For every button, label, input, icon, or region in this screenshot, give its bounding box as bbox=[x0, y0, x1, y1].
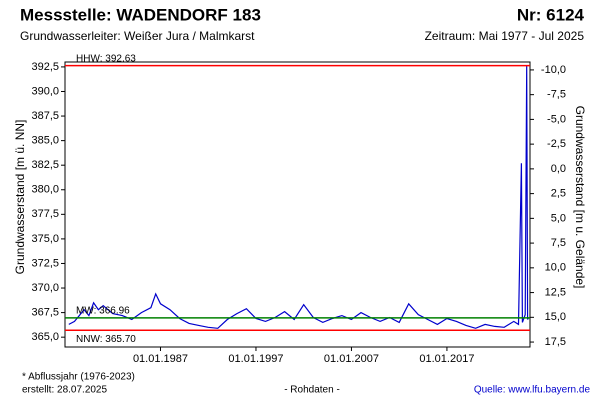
y-tick-label: 372,5 bbox=[31, 257, 59, 269]
y-tick-label: 390,0 bbox=[31, 85, 59, 97]
y2-axis-label: Grundwasserstand [m u. Gelände] bbox=[573, 106, 587, 289]
y2-tick-label: 0,0 bbox=[551, 163, 566, 175]
x-tick-label: 01.01.1987 bbox=[133, 353, 188, 365]
y-axis-label: Grundwasserstand [m ü. NN] bbox=[13, 120, 27, 275]
y-tick-label: 387,5 bbox=[31, 110, 59, 122]
station-number: Nr: 6124 bbox=[517, 5, 585, 24]
y2-tick-label: -2,5 bbox=[547, 138, 566, 150]
y2-tick-label: -10,0 bbox=[541, 64, 566, 76]
y2-tick-label: 2,5 bbox=[551, 188, 566, 200]
y-tick-label: 367,5 bbox=[31, 307, 59, 319]
raw-data-note: - Rohdaten - bbox=[284, 385, 340, 396]
x-tick-label: 01.01.2017 bbox=[419, 353, 474, 365]
x-tick-label: 01.01.2007 bbox=[324, 353, 379, 365]
source: Quelle: www.lfu.bayern.de bbox=[474, 385, 591, 396]
reference-label: NNW: 365.70 bbox=[76, 334, 136, 345]
y2-tick-label: 5,0 bbox=[551, 212, 566, 224]
footnote: * Abflussjahr (1976-2023) bbox=[22, 372, 135, 383]
plot-area bbox=[64, 61, 531, 348]
reference-label: MW: 366.96 bbox=[76, 306, 130, 317]
y-tick-label: 382,5 bbox=[31, 159, 59, 171]
period: Zeitraum: Mai 1977 - Jul 2025 bbox=[425, 29, 585, 43]
chart-title: Messstelle: WADENDORF 183 bbox=[20, 5, 261, 24]
y-tick-label: 380,0 bbox=[31, 184, 59, 196]
y-tick-label: 377,5 bbox=[31, 208, 59, 220]
y-tick-label: 370,0 bbox=[31, 282, 59, 294]
y-tick-label: 365,0 bbox=[31, 331, 59, 343]
y-tick-label: 385,0 bbox=[31, 135, 59, 147]
x-tick-label: 01.01.1997 bbox=[228, 353, 283, 365]
subtitle: Grundwasserleiter: Weißer Jura / Malmkar… bbox=[20, 29, 255, 43]
reference-label: HHW: 392.63 bbox=[76, 53, 136, 64]
y2-tick-label: 15,0 bbox=[545, 311, 566, 323]
y2-tick-label: 17,5 bbox=[545, 336, 566, 348]
y-tick-label: 392,5 bbox=[31, 61, 59, 73]
y2-tick-label: 12,5 bbox=[545, 286, 566, 298]
y-tick-label: 375,0 bbox=[31, 233, 59, 245]
created-date: erstellt: 28.07.2025 bbox=[22, 385, 107, 396]
y2-tick-label: -5,0 bbox=[547, 113, 566, 125]
data-line bbox=[68, 65, 530, 329]
y2-tick-label: 10,0 bbox=[545, 262, 566, 274]
y2-tick-label: 7,5 bbox=[551, 237, 566, 249]
y2-tick-label: -7,5 bbox=[547, 89, 566, 101]
